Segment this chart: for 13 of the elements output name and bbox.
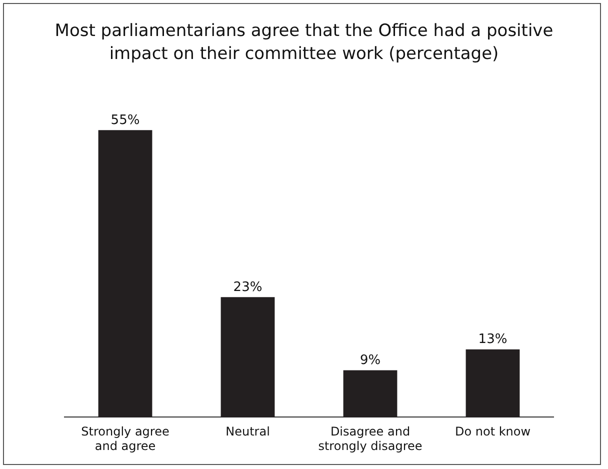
data-label: 13% (478, 332, 508, 348)
bar (98, 130, 152, 418)
bar (343, 370, 398, 418)
x-tick-label: Neutral (226, 424, 270, 439)
bar (466, 349, 520, 418)
x-tick-label: Do not know (454, 424, 531, 439)
data-label: 55% (110, 112, 140, 128)
data-label: 23% (233, 280, 262, 296)
bar (220, 297, 275, 418)
chart-title: Most parliamentarians agree that the Office had a positive impact on their committee work (percentage) (54, 20, 554, 66)
data-label: 9% (360, 353, 381, 368)
x-tick-label: Strongly agree and agree (81, 424, 170, 453)
x-tick-label: Disagree and strongly disagree (318, 424, 422, 453)
